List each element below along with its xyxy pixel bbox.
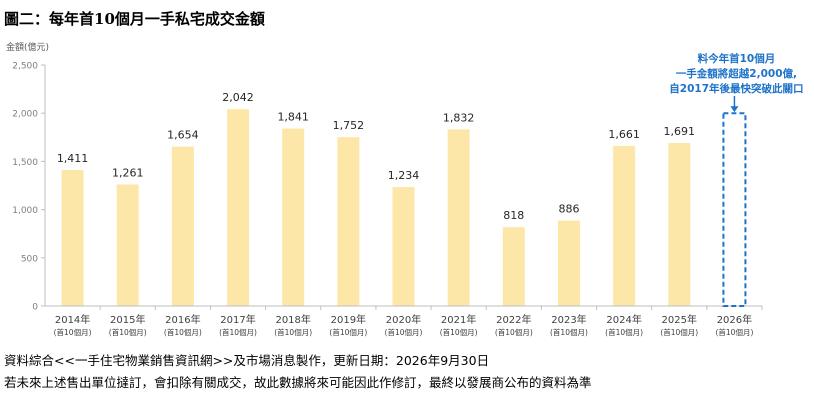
bar — [392, 187, 415, 306]
disclaimer-note: 若未來上述售出單位撻訂，會扣除有關成交，故此數據將來可能因此作修訂，最終以發展商… — [4, 375, 592, 390]
annotation-arrow-head — [730, 106, 739, 113]
x-tick-label: 2022年 — [496, 313, 531, 326]
y-axis: 0 500 1,000 1,500 2,000 2,500 — [12, 62, 46, 313]
annotation-text: 自2017年後最快突破此關口 — [669, 82, 803, 95]
data-label: 1,661 — [608, 128, 640, 141]
bar — [171, 146, 194, 306]
data-label: 1,234 — [388, 169, 420, 182]
data-label: 1,654 — [167, 129, 199, 142]
x-tick-sublabel: (首10個月) — [495, 327, 533, 337]
x-tick-label: 2024年 — [606, 313, 641, 326]
data-label: 886 — [558, 203, 579, 216]
forecast-bar — [722, 112, 747, 307]
bar — [337, 137, 360, 306]
y-axis-title: 金額(億元) — [6, 41, 49, 53]
data-label: 1,261 — [112, 166, 144, 179]
x-tick-label: 2026年 — [717, 313, 752, 326]
bar — [282, 128, 305, 306]
y-tick-label: 0 — [32, 303, 38, 313]
x-tick-label: 2025年 — [662, 313, 697, 326]
bars — [61, 109, 691, 306]
x-tick-sublabel: (首10個月) — [385, 327, 423, 337]
x-tick-label: 2023年 — [551, 313, 586, 326]
bar — [502, 227, 525, 306]
y-tick-label: 500 — [21, 254, 38, 264]
bar-chart: 金額(億元) 0 500 1,000 1,500 2,000 2,500 1,411 1,2… — [6, 41, 804, 337]
y-tick-label: 1,500 — [12, 158, 38, 168]
x-tick-label: 2019年 — [331, 313, 366, 326]
bar — [557, 220, 580, 306]
data-label: 2,042 — [222, 91, 254, 104]
x-tick-sublabel: (首10個月) — [660, 327, 698, 337]
data-label: 1,411 — [57, 152, 89, 165]
data-label: 1,841 — [277, 111, 309, 124]
x-tick-sublabel: (首10個月) — [54, 327, 92, 337]
bar — [116, 184, 139, 306]
data-label: 1,691 — [664, 125, 696, 138]
x-tick-label: 2021年 — [441, 313, 476, 326]
x-tick-label: 2016年 — [165, 313, 200, 326]
y-tick-label: 2,000 — [12, 110, 38, 120]
x-tick-sublabel: (首10個月) — [605, 327, 643, 337]
x-tick-sublabel: (首10個月) — [164, 327, 202, 337]
x-tick-sublabel: (首10個月) — [109, 327, 147, 337]
source-note: 資料綜合<<一手住宅物業銷售資訊網>>及市場消息製作，更新日期：2026年9月3… — [4, 353, 490, 368]
bar — [447, 129, 470, 306]
y-tick-label: 2,500 — [12, 62, 38, 72]
x-tick-sublabel: (首10個月) — [274, 327, 312, 337]
x-tick-label: 2014年 — [55, 313, 90, 326]
x-tick-sublabel: (首10個月) — [440, 327, 478, 337]
bar — [61, 169, 84, 306]
x-tick-label: 2017年 — [220, 313, 255, 326]
x-tick-sublabel: (首10個月) — [219, 327, 257, 337]
x-tick-sublabel: (首10個月) — [329, 327, 367, 337]
x-tick-sublabel: (首10個月) — [715, 327, 753, 337]
data-label: 1,752 — [333, 119, 365, 132]
x-tick-sublabel: (首10個月) — [550, 327, 588, 337]
x-tick-label: 2020年 — [386, 313, 421, 326]
bar — [668, 142, 691, 306]
figure-title: 圖二：每年首10個月一手私宅成交金額 — [4, 10, 265, 28]
data-label: 818 — [503, 209, 524, 222]
annotation-text: 料今年首10個月 — [698, 52, 776, 65]
x-axis: 2014年(首10個月)2015年(首10個月)2016年(首10個月)2017… — [45, 305, 763, 337]
bar — [227, 109, 250, 306]
x-tick-label: 2018年 — [275, 313, 310, 326]
value-labels: 1,411 1,261 1,654 2,042 1,841 1,752 1,234 1,832… — [57, 91, 695, 222]
annotation-text: 一手金額將超越2,000億, — [676, 67, 797, 80]
bar — [613, 145, 636, 306]
y-tick-label: 1,000 — [12, 206, 38, 216]
data-label: 1,832 — [443, 111, 475, 124]
x-tick-label: 2015年 — [110, 313, 145, 326]
